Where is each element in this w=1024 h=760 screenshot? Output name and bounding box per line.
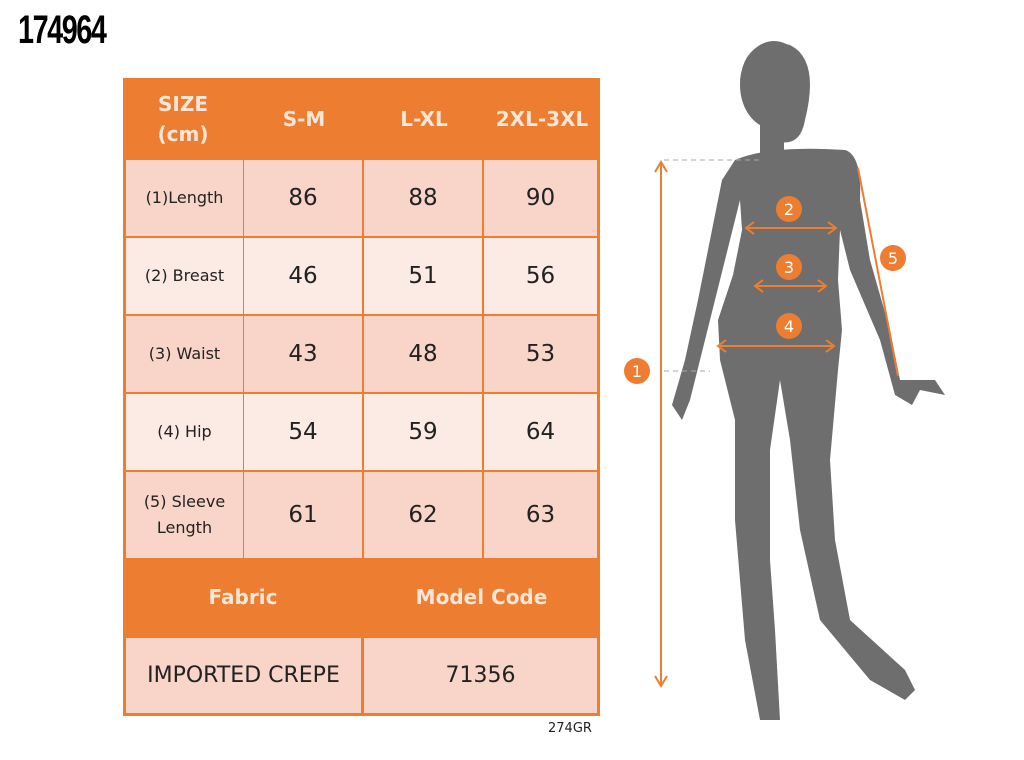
marker-4: 4: [784, 317, 794, 336]
size-value: 43: [244, 316, 362, 392]
row-label: (3) Waist: [126, 316, 243, 392]
model-code-value: 71356: [364, 638, 597, 713]
size-value: 48: [364, 316, 482, 392]
size-value: 56: [484, 238, 597, 314]
row-label: (4) Hip: [126, 394, 243, 470]
row-label: (1)Length: [126, 160, 243, 236]
size-value: 88: [364, 160, 482, 236]
model-code-label: Model Code: [415, 585, 548, 609]
header-s-m: S-M: [282, 107, 326, 131]
fabric-value: IMPORTED CREPE: [126, 638, 361, 713]
size-value: 64: [484, 394, 597, 470]
row-label: (2) Breast: [126, 238, 243, 314]
size-value: 54: [244, 394, 362, 470]
measurement-arrows: [654, 160, 899, 688]
fabric-label: Fabric: [208, 585, 278, 609]
marker-1: 1: [632, 362, 642, 381]
header-size: SIZE (cm): [157, 92, 209, 146]
size-value: 86: [244, 160, 362, 236]
size-value: 59: [364, 394, 482, 470]
guide-lines: [664, 159, 760, 372]
marker-5: 5: [888, 249, 898, 268]
size-value: 63: [484, 472, 597, 558]
row-label: (5) Sleeve Length: [126, 472, 243, 558]
size-value: 62: [364, 472, 482, 558]
header-l-xl: L-XL: [400, 107, 448, 131]
size-value: 53: [484, 316, 597, 392]
body-measurement-figure: 1 2 3 4 5: [624, 41, 945, 720]
marker-2: 2: [784, 200, 794, 219]
marker-3: 3: [784, 258, 794, 277]
size-value: 51: [364, 238, 482, 314]
silhouette: [672, 41, 945, 720]
product-code: 174964: [18, 8, 107, 52]
size-value: 61: [244, 472, 362, 558]
size-value: 90: [484, 160, 597, 236]
size-value: 46: [244, 238, 362, 314]
size-chart-table: SIZE (cm) S-M L-XL 2XL-3XL (1)Length 86 88…: [123, 78, 600, 716]
header-2xl-3xl: 2XL-3XL: [495, 107, 589, 131]
footer-code: 274GR: [548, 721, 592, 736]
